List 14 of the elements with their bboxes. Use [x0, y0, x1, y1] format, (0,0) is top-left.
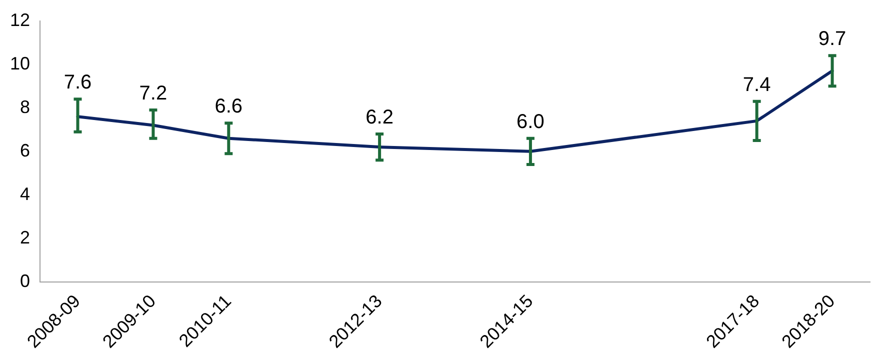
y-tick-label: 12 — [10, 10, 30, 30]
data-label: 6.6 — [214, 96, 243, 118]
data-label: 7.6 — [64, 72, 92, 94]
y-tick-label: 0 — [20, 270, 30, 291]
y-tick-label: 8 — [20, 96, 30, 117]
data-label: 6.2 — [366, 106, 394, 129]
data-label: 6.0 — [516, 110, 544, 133]
y-tick-label: 10 — [10, 53, 30, 74]
data-label: 7.2 — [139, 82, 168, 105]
y-tick-label: 6 — [20, 140, 30, 160]
y-tick-label: 4 — [20, 184, 30, 204]
y-tick-label: 2 — [20, 227, 30, 248]
data-label: 7.4 — [742, 74, 771, 96]
data-label: 9.7 — [818, 28, 846, 50]
